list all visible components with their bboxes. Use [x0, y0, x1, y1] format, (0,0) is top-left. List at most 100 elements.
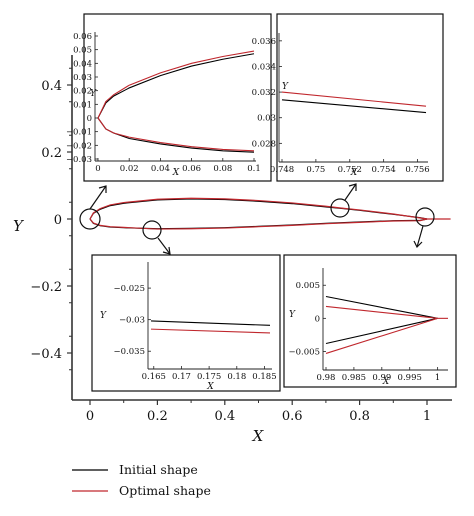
- inset-upper-075-x-axis-label: X: [350, 168, 358, 178]
- inset-trailing-edge-y-tick-label: −0.005: [289, 347, 320, 357]
- inset-lower-018-y-tick-label: −0.035: [114, 347, 145, 357]
- main-y-tick-label: −0.4: [30, 347, 62, 362]
- inset-upper-075-x-tick-label: 0.754: [371, 165, 395, 175]
- inset-trailing-edge-optimal-upper-curve: [325, 305, 438, 319]
- inset-upper-075-y-axis-label: Y: [282, 82, 289, 92]
- main-ticks: 0 0.2 0.4 0.6 0.8 1 0.4 0.2 0 −0.2 −0.4: [30, 67, 431, 424]
- main-axes: [71, 55, 452, 401]
- main-curves: [89, 197, 451, 230]
- inset-trailing-edge-x-tick-label: 0.985: [342, 373, 366, 383]
- optimal-shape-upper-curve: [89, 197, 428, 220]
- inset-trailing-edge-x-tick-label: 0.99: [372, 373, 391, 383]
- main-y-tick-label: 0: [54, 213, 62, 228]
- inset-leading-edge-y-tick-label: 0.05: [73, 46, 92, 56]
- inset-upper-075-y-tick-label: 0.034: [252, 62, 276, 72]
- inset-upper-075-optimal-curve: [281, 91, 427, 107]
- inset-lower-018: 0.165 0.17 0.175 0.18 0.185 −0.025 −0.03 −0.035…: [100, 262, 277, 392]
- inset-trailing-edge-x-tick-label: 0.98: [317, 373, 336, 383]
- inset-lower-018-y-tick-label: −0.03: [119, 316, 145, 326]
- inset-upper-075-initial-curve: [281, 99, 427, 114]
- arrowhead-leading-edge: [98, 185, 107, 193]
- arrowhead-trailing-edge: [413, 240, 423, 249]
- inset-trailing-edge-initial-upper-curve: [325, 295, 438, 319]
- main-y-axis-label: Y: [13, 217, 25, 235]
- inset-upper-075-x-tick-label: 0.748: [270, 165, 294, 175]
- arrow-lower-018: [157, 237, 171, 255]
- inset-upper-075-y-tick-label: 0.03: [257, 114, 276, 124]
- inset-trailing-edge-y-axis-label: Y: [289, 310, 296, 320]
- main-x-tick-label: 0.4: [214, 409, 235, 424]
- inset-leading-edge-x-tick-label: 0.02: [120, 164, 139, 174]
- insets: 0 0.02 0.04 0.06 0.08 0.1 0.06 0.05 0.04 0.03 0.02…: [66, 32, 448, 392]
- main-y-tick-label: 0.2: [41, 146, 62, 161]
- inset-leading-edge-y-tick-label: 0: [87, 114, 92, 124]
- optimal-shape-lower-curve: [89, 218, 428, 230]
- inset-frame-upper-075: [276, 13, 444, 182]
- inset-leading-edge-y-tick-label: 0.01: [73, 100, 92, 110]
- arrowhead-lower-018: [162, 246, 171, 255]
- inset-leading-edge: 0 0.02 0.04 0.06 0.08 0.1 0.06 0.05 0.04 0.03 0.02…: [66, 32, 261, 178]
- inset-lower-018-optimal-curve: [150, 328, 271, 334]
- legend-label-initial: Initial shape: [119, 462, 198, 477]
- inset-trailing-edge-x-axis-label: X: [382, 377, 390, 387]
- inset-lower-018-initial-curve: [150, 320, 271, 326]
- inset-leading-edge-x-tick-label: 0: [95, 164, 100, 174]
- main-x-tick-label: 0.2: [147, 409, 168, 424]
- inset-lower-018-x-tick-label: 0.18: [227, 372, 246, 382]
- inset-leading-edge-initial-upper-curve: [97, 53, 255, 119]
- zoom-markers: [79, 183, 435, 255]
- main-x-tick-label: 0: [86, 409, 94, 424]
- inset-leading-edge-optimal-lower-curve: [97, 117, 255, 152]
- inset-lower-018-x-tick-label: 0.17: [172, 372, 191, 382]
- inset-lower-018-x-tick-label: 0.185: [252, 372, 276, 382]
- inset-upper-075-y-tick-label: 0.036: [252, 37, 276, 47]
- inset-lower-018-x-tick-label: 0.165: [142, 372, 166, 382]
- inset-upper-075-x-tick-label: 0.75: [306, 165, 325, 175]
- inset-upper-075: 0.748 0.75 0.752 0.754 0.756 0.036 0.034 0.032 0…: [252, 33, 430, 178]
- inset-leading-edge-x-tick-label: 0.04: [151, 164, 170, 174]
- inset-upper-075-x-tick-label: 0.756: [405, 165, 429, 175]
- main-x-axis-label: X: [252, 427, 265, 445]
- inset-trailing-edge-x-tick-label: 0.995: [398, 373, 422, 383]
- inset-lower-018-y-tick-label: −0.025: [114, 284, 145, 294]
- inset-lower-018-y-axis-label: Y: [100, 311, 107, 321]
- arrow-upper-075: [344, 183, 357, 201]
- main-y-tick-label: 0.4: [41, 79, 62, 94]
- inset-lower-018-x-tick-label: 0.175: [197, 372, 221, 382]
- inset-leading-edge-x-axis-label: X: [172, 168, 180, 178]
- main-x-tick-label: 0.6: [282, 409, 303, 424]
- legend-label-optimal: Optimal shape: [119, 483, 211, 498]
- zoom-circle-trailing-edge: [415, 207, 435, 227]
- inset-leading-edge-y-tick-label: 0.06: [73, 32, 92, 42]
- inset-leading-edge-y-tick-label: 0.03: [73, 73, 92, 83]
- inset-leading-edge-y-tick-label: 0.04: [73, 59, 92, 69]
- inset-leading-edge-y-tick-label: −0.02: [66, 141, 92, 151]
- inset-trailing-edge-y-tick-label: 0.005: [296, 281, 320, 291]
- inset-frame-lower-018: [91, 254, 281, 392]
- arrow-trailing-edge: [416, 225, 424, 248]
- inset-trailing-edge-x-tick-label: 1: [435, 373, 440, 383]
- inset-leading-edge-x-tick-label: 0.1: [247, 164, 261, 174]
- inset-frames: [83, 13, 457, 392]
- inset-leading-edge-y-tick-label: 0.02: [73, 87, 92, 97]
- inset-upper-075-y-tick-label: 0.032: [252, 88, 276, 98]
- zoom-circle-lower-018: [142, 220, 162, 240]
- inset-lower-018-x-axis-label: X: [206, 382, 214, 392]
- arrow-leading-edge: [89, 185, 107, 210]
- inset-upper-075-x-tick-label: 0.752: [338, 165, 362, 175]
- inset-upper-075-y-tick-label: 0.028: [252, 139, 276, 149]
- inset-leading-edge-x-tick-label: 0.06: [182, 164, 201, 174]
- inset-leading-edge-y-tick-label: −0.01: [66, 128, 92, 138]
- arrowhead-upper-075: [348, 183, 357, 191]
- inset-trailing-edge-optimal-lower-curve: [325, 317, 438, 354]
- main-x-tick-label: 1: [423, 409, 431, 424]
- zoom-circle-upper-075: [330, 198, 350, 218]
- main-y-tick-label: −0.2: [30, 280, 62, 295]
- inset-trailing-edge-initial-lower-curve: [325, 317, 438, 345]
- inset-leading-edge-x-tick-label: 0.08: [213, 164, 232, 174]
- inset-frame-leading-edge: [83, 13, 272, 182]
- inset-leading-edge-y-axis-label: Y: [90, 89, 97, 99]
- inset-leading-edge-optimal-upper-curve: [97, 50, 255, 119]
- main-x-tick-label: 0.8: [349, 409, 370, 424]
